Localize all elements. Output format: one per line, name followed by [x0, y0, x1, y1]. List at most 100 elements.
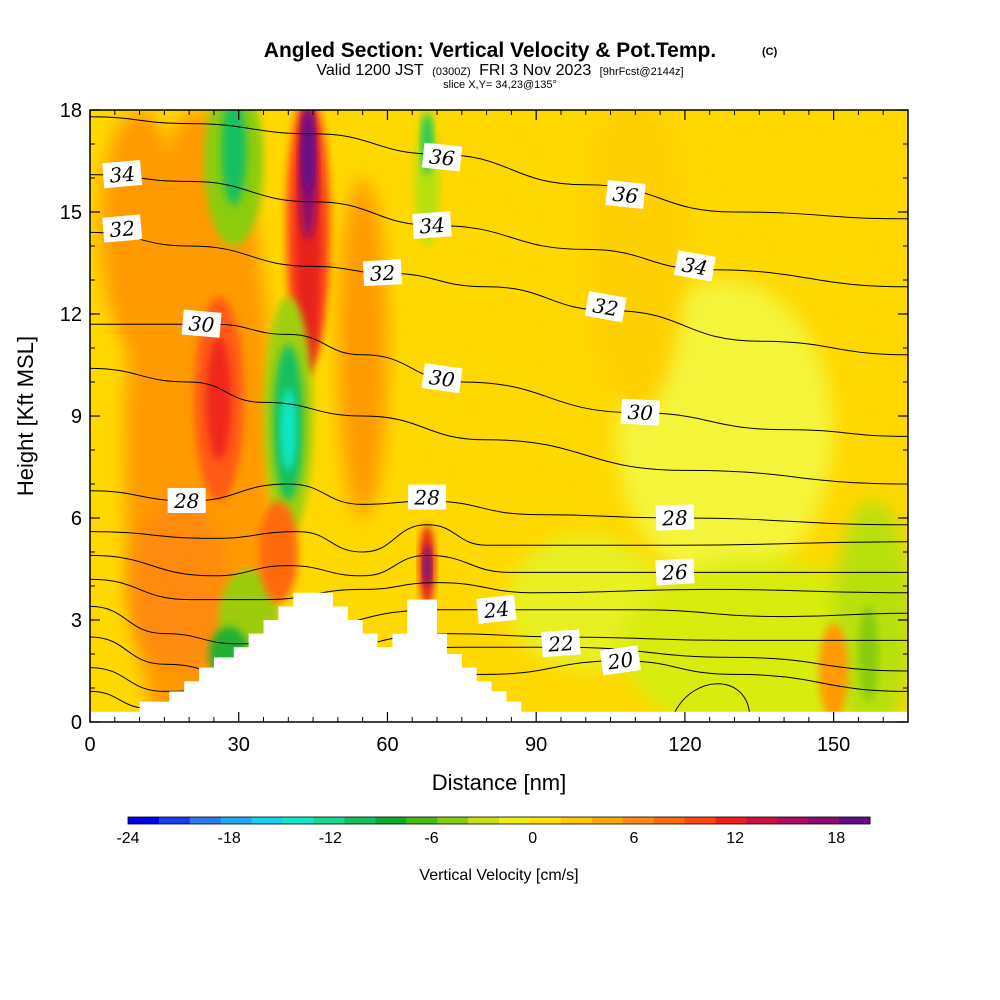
chart-title: Angled Section: Vertical Velocity & Pot.…: [264, 39, 716, 62]
contour-label-16: 22: [541, 629, 581, 658]
plot-area: [90, 110, 908, 722]
x-axis-label: Distance [nm]: [432, 770, 567, 795]
colorbar-swatch: [622, 817, 655, 824]
contour-label-text: 32: [369, 261, 396, 286]
velocity-cell-6: [206, 337, 232, 461]
subtitle-line: Valid 1200 JST (0300Z) FRI 3 Nov 2023 [9…: [316, 62, 683, 79]
colorbar-frame: [127, 816, 871, 825]
colorbar-label: Vertical Velocity [cm/s]: [419, 867, 578, 884]
theta-contour-27-6: [90, 524, 908, 553]
contour-label-text: 28: [413, 486, 439, 510]
contour-label-bg: [655, 504, 695, 531]
terrain-mask: [139, 592, 522, 722]
y-tick-label: 3: [71, 610, 82, 632]
velocity-cell-16: [302, 110, 315, 192]
colorbar-swatch: [375, 817, 407, 824]
colorbar-tick-label: -6: [424, 830, 438, 847]
contour-label-text: 34: [680, 252, 709, 280]
velocity-cell-27: [818, 623, 849, 719]
colorbar-tick-label: 6: [629, 830, 638, 847]
colorbar-swatch: [560, 817, 593, 824]
theta-contour-29-4: [90, 367, 908, 485]
contour-label-text: 34: [419, 213, 446, 239]
contour-label-12: 28: [408, 484, 447, 510]
contour-label-bg: [408, 484, 447, 510]
x-tick-label: 60: [376, 734, 398, 756]
y-tick-label: 6: [71, 508, 82, 530]
contour-label-1: 32: [102, 214, 143, 243]
theta-contour-25-8: [90, 578, 908, 601]
velocity-cell-8: [129, 501, 229, 671]
colorbar-swatch: [777, 817, 809, 824]
contour-label-4: 32: [362, 259, 403, 287]
contour-label-bg: [167, 488, 206, 513]
valid-time: Valid 1200 JST: [316, 62, 424, 79]
contour-label-5: 30: [181, 309, 222, 338]
slice-info: slice X,Y= 34,23@135°: [443, 79, 557, 91]
contour-label-8: 32: [584, 291, 627, 323]
colorbar-swatch: [499, 817, 531, 824]
colorbar-swatch: [344, 817, 376, 824]
colorbar-swatch: [746, 817, 778, 824]
utc-time: (0300Z): [432, 66, 471, 78]
theta-contour-36-0: [90, 116, 908, 220]
velocity-cell-20: [337, 178, 388, 518]
contour-label-bg: [605, 180, 646, 209]
x-tick-label: 120: [668, 734, 701, 756]
contour-label-bg: [476, 594, 517, 624]
contour-label-17: 20: [599, 645, 641, 676]
contour-label-bg: [181, 309, 222, 338]
colorbar-swatch: [158, 817, 191, 824]
contour-label-text: 36: [612, 182, 640, 209]
contour-label-text: 28: [173, 489, 199, 513]
title-mark: (C): [762, 46, 778, 58]
colorbar-tick-label: -18: [218, 830, 241, 847]
colorbar-swatch: [313, 817, 345, 824]
contour-label-text: 30: [188, 311, 216, 337]
velocity-cell-24: [423, 545, 432, 586]
y-tick-label: 18: [60, 100, 82, 122]
colorbar-swatch: [220, 817, 253, 824]
contour-label-11: 28: [167, 488, 206, 513]
colorbar-swatch: [808, 817, 840, 824]
contour-label-bg: [102, 159, 143, 189]
colorbar-swatch: [715, 817, 747, 824]
theta-contours: [90, 116, 908, 713]
theta-contour-22-11: [90, 646, 908, 692]
colorbar-swatch: [653, 817, 685, 824]
y-axis-label: Height [Kft MSL]: [13, 336, 38, 496]
colorbar-tick-label: 12: [726, 830, 744, 847]
contour-label-3: 34: [412, 211, 452, 239]
contour-label-bg: [362, 259, 403, 287]
contour-label-text: 24: [482, 597, 511, 624]
theta-contour-closed: [674, 683, 750, 713]
colorbar-swatch: [189, 817, 222, 824]
colorbar-swatch: [437, 817, 469, 824]
velocity-cell-26: [585, 110, 685, 416]
contour-label-text: 32: [591, 293, 620, 321]
theta-contour-23-10: [90, 633, 908, 675]
contour-label-text: 30: [627, 400, 654, 425]
contour-label-13: 28: [655, 504, 695, 531]
y-tick-label: 9: [71, 406, 82, 428]
colorbar-swatch: [468, 817, 500, 824]
x-tick-label: 0: [84, 734, 95, 756]
colorbar-tick-label: 18: [827, 830, 845, 847]
theta-contour-34-1: [90, 174, 908, 288]
colorbar: -24 -18 -12 -6 0 6 12 18: [116, 816, 871, 847]
colorbar-swatch: [128, 817, 160, 824]
contour-label-text: 26: [661, 560, 689, 585]
colorbar-swatch: [591, 817, 624, 824]
colorbar-swatch: [839, 817, 871, 824]
contour-label-7: 34: [674, 250, 716, 282]
ground-strip: [90, 711, 908, 722]
velocity-cell-12: [221, 110, 247, 206]
contour-label-10: 30: [620, 398, 660, 426]
velocity-cell-19: [280, 388, 297, 471]
theta-contour-24-9: [90, 605, 908, 645]
colorbar-swatch: [282, 817, 314, 824]
contour-label-text: 32: [109, 216, 136, 242]
contour-label-text: 22: [546, 631, 574, 657]
